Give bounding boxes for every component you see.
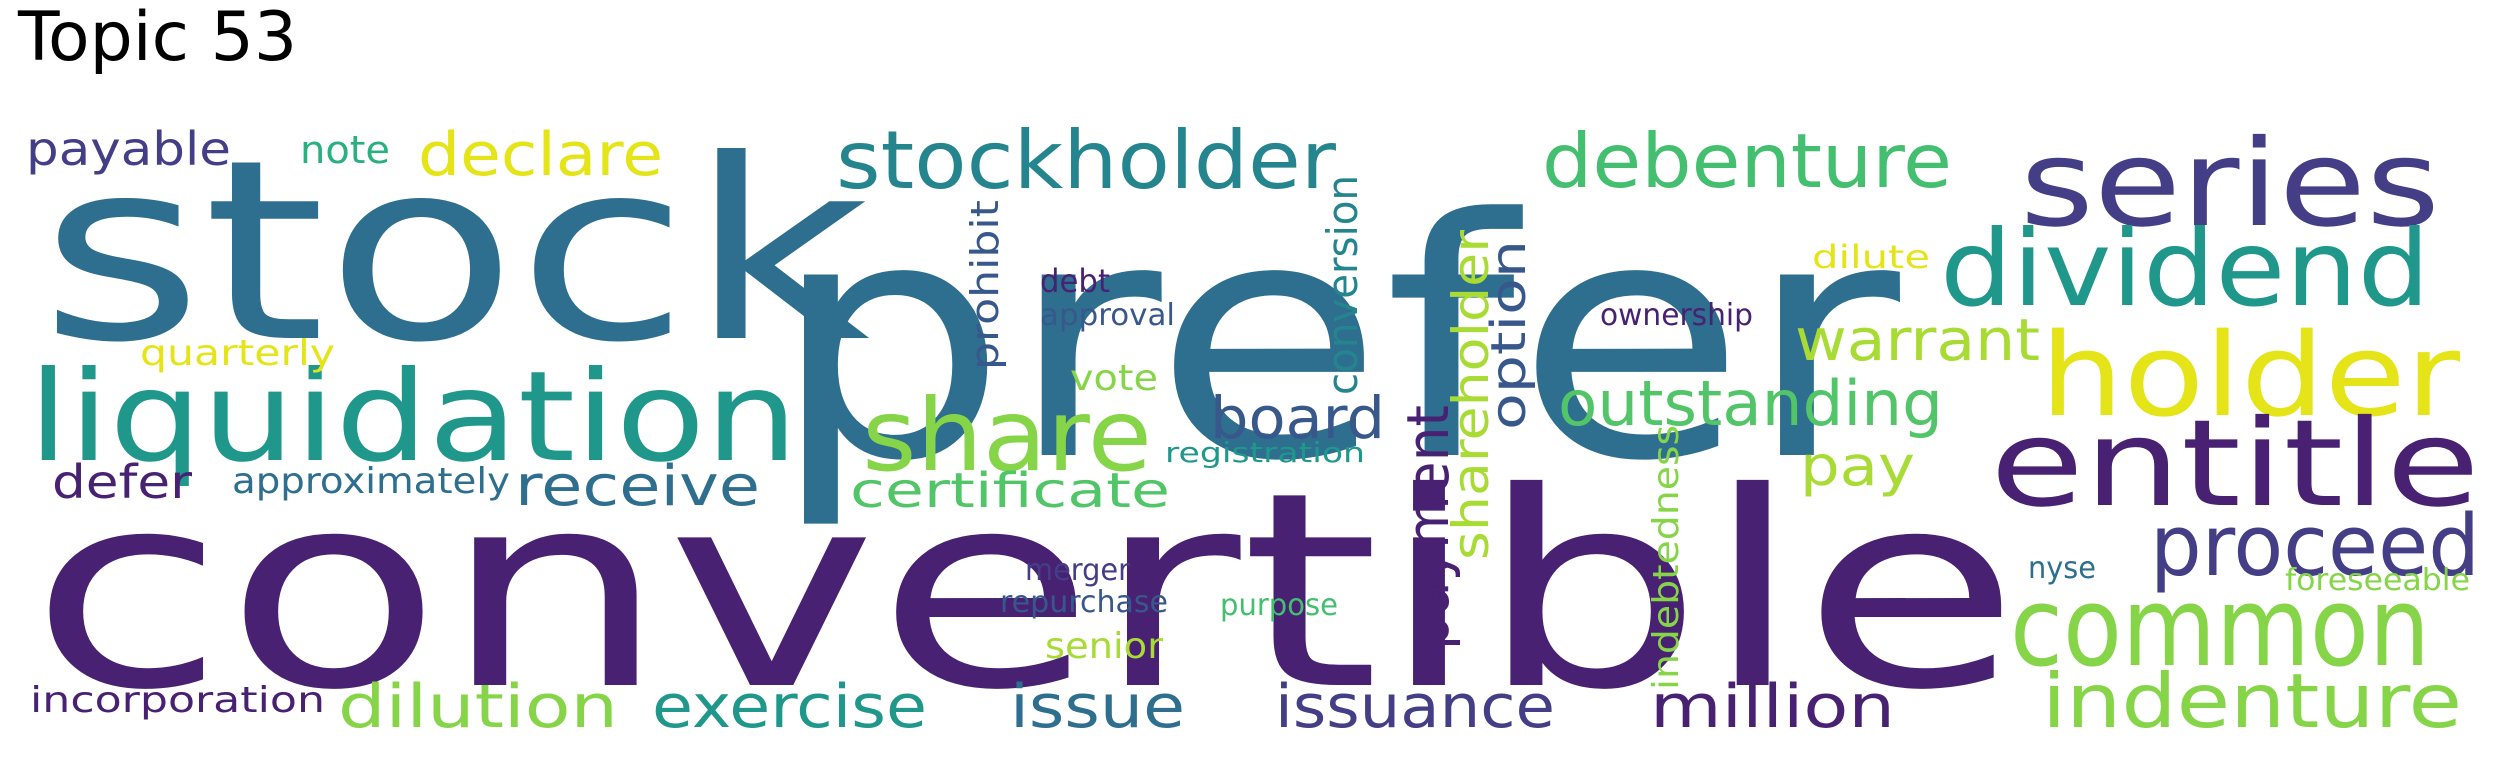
word-note: note [300,128,390,172]
word-million: million [1650,672,1895,742]
word-series: series [2020,115,2440,254]
word-holder: holder [2040,309,2461,443]
word-shareholder: shareholder [1442,230,1500,560]
word-conversion: conversion [1318,175,1367,395]
word-prefer: prefer [770,149,1904,533]
word-common: common [2010,563,2430,691]
word-stockholder: stockholder [836,114,1336,207]
word-approximately: approximately [232,461,510,502]
word-issuance: issuance [1275,672,1555,742]
word-dilution: dilution [338,672,618,742]
word-debenture: debenture [1542,117,1952,205]
word-foreseeable: foreseeable [2285,563,2470,598]
word-payable: payable [26,122,231,176]
word-ownership: ownership [1600,298,1753,333]
word-approval: approval [1040,298,1175,333]
word-purpose: purpose [1220,588,1338,623]
word-registration: registration [1165,436,1365,469]
page-title: Topic 53 [18,0,298,77]
word-dividend: dividend [1940,208,2430,330]
word-payment: payment [1394,405,1462,650]
word-merger: merger [1025,553,1131,588]
word-stock: stock [40,106,870,397]
word-share: share [862,377,1152,494]
word-convertible: convertible [30,434,2020,749]
word-prohibit: prohibit [963,200,1007,370]
word-defer: defer [52,455,192,509]
word-entitle: entitle [1990,395,2480,534]
word-outstanding: outstanding [1558,367,1943,440]
word-senior: senior [1045,626,1163,667]
word-dilute: dilute [1812,238,1930,276]
word-vote: vote [1070,358,1158,399]
word-liquidation: liquidation [28,345,798,490]
word-board: board [1210,384,1385,452]
word-proceed: proceed [2150,497,2480,596]
word-incorporation: incorporation [30,680,325,721]
word-issue: issue [1010,672,1185,742]
word-indenture: indenture [2042,657,2462,745]
word-declare: declare [418,120,663,190]
word-warrant: warrant [1795,306,2040,374]
word-indebtedness: indebtedness [1646,425,1687,690]
word-nyse: nyse [2028,551,2096,586]
word-debt: debt [1040,262,1110,300]
word-pay: pay [1800,434,1915,498]
word-certificate: certificate [850,463,1170,519]
word-receive: receive [515,454,760,519]
word-option: option [1481,240,1537,430]
word-quarterly: quarterly [140,333,335,374]
word-exercise: exercise [652,672,927,742]
word-repurchase: repurchase [1000,585,1168,620]
